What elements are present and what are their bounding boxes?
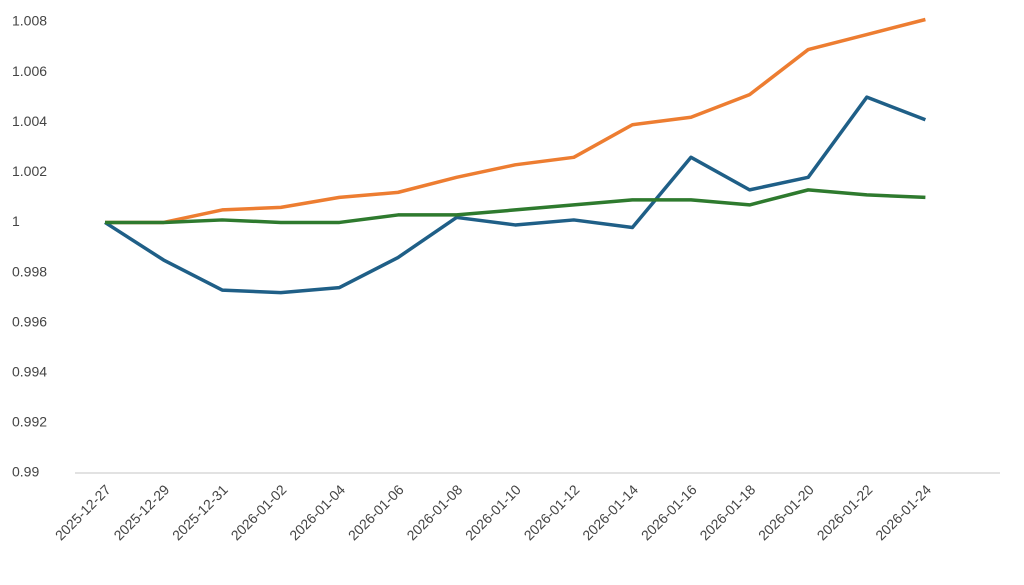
x-tick-label: 2026-01-20 — [755, 481, 817, 543]
x-tick-label: 2026-01-10 — [462, 481, 524, 543]
y-tick-label: 0.994 — [12, 363, 47, 379]
y-tick-label: 1.002 — [12, 163, 47, 179]
series-line — [105, 17, 926, 225]
x-tick-label: 2026-01-06 — [345, 481, 407, 543]
y-tick-label: 1.006 — [12, 63, 47, 79]
x-tick-label: 2025-12-29 — [110, 481, 172, 543]
y-tick-label: 1.008 — [12, 13, 47, 29]
y-tick-label: 0.996 — [12, 313, 47, 329]
x-tick-label: 2026-01-02 — [228, 481, 290, 543]
x-tick-label: 2025-12-31 — [169, 481, 231, 543]
x-tick-label: 2026-01-22 — [814, 481, 876, 543]
y-tick-label: 0.992 — [12, 414, 47, 430]
x-tick-label: 2026-01-24 — [872, 481, 934, 543]
x-tick-label: 2026-01-18 — [696, 481, 758, 543]
y-tick-label: 0.998 — [12, 263, 47, 279]
y-tick-label: 1 — [12, 213, 20, 229]
series-line — [104, 95, 927, 295]
x-tick-label: 2026-01-12 — [521, 481, 583, 543]
x-tick-label: 2026-01-14 — [579, 481, 641, 543]
x-tick-label: 2026-01-16 — [638, 481, 700, 543]
x-tick-label: 2026-01-04 — [286, 481, 348, 543]
y-tick-label: 0.99 — [12, 464, 39, 480]
y-tick-label: 1.004 — [12, 113, 47, 129]
x-tick-label: 2026-01-08 — [403, 481, 465, 543]
series-line — [105, 188, 926, 225]
x-tick-label: 2025-12-27 — [52, 481, 114, 543]
